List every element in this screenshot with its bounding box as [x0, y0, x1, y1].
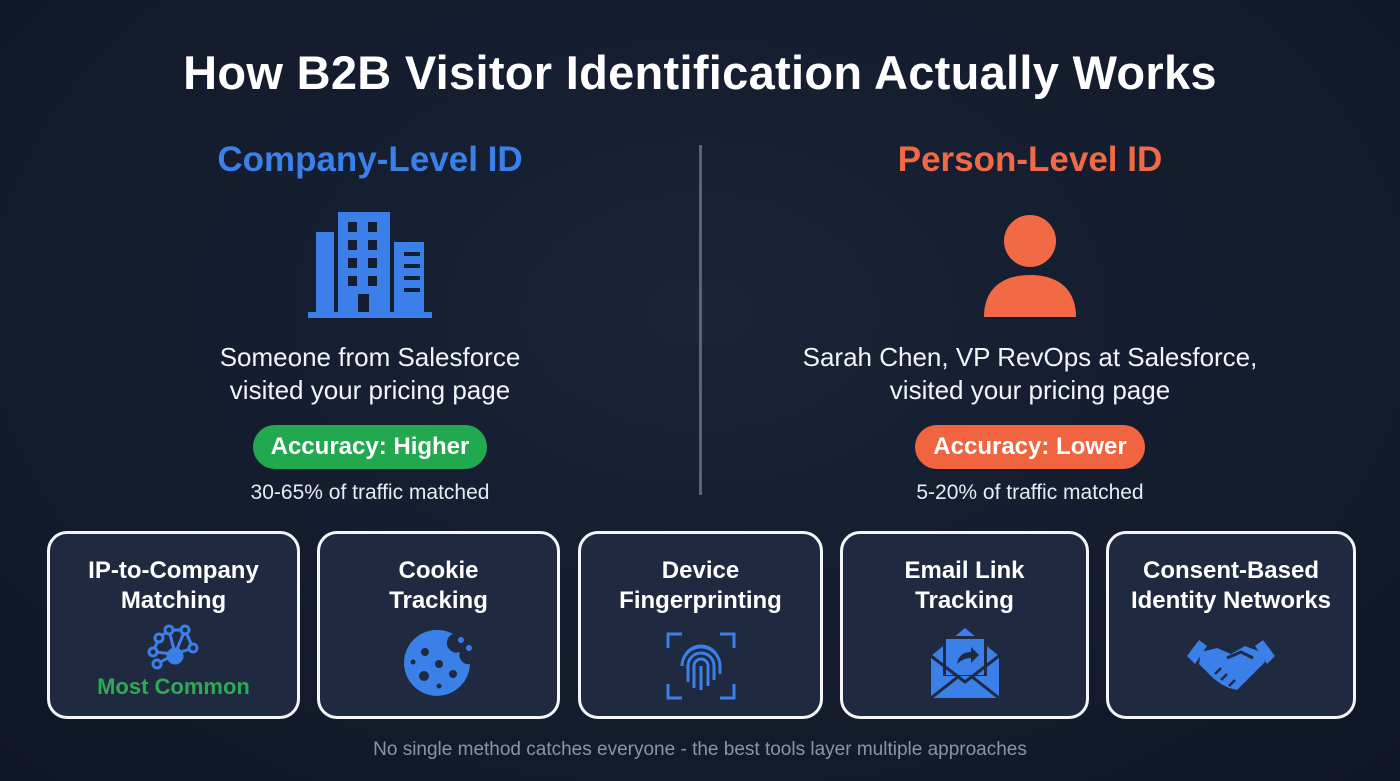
accuracy-badge: Accuracy: Higher [252, 425, 488, 469]
email-icon [843, 628, 1086, 698]
card-label: Consent-Based [1142, 557, 1320, 584]
company-level-column: Company-Level ID Someone from Salesforce… [90, 140, 650, 505]
method-card-ip-to-company: IP-to-Company Matching Most Common [47, 531, 300, 719]
card-label: Tracking [389, 587, 488, 614]
accuracy-badge: Accuracy: Lower [915, 425, 1145, 469]
method-card-consent-identity-networks: Consent-Based Identity Networks [1106, 531, 1356, 719]
method-card-cookie: Cookie Tracking [317, 531, 560, 719]
column-divider [699, 145, 702, 495]
card-label: Tracking [915, 587, 1014, 614]
fingerprint-icon [581, 632, 820, 700]
match-rate: 30-65% of traffic matched [250, 481, 490, 504]
card-label: IP-to-Company [88, 557, 259, 584]
match-rate: 5-20% of traffic matched [916, 481, 1144, 504]
card-label: Email Link [904, 557, 1025, 584]
company-heading: Company-Level ID [217, 140, 523, 179]
card-label: Matching [120, 587, 227, 614]
method-card-email-link: Email Link Tracking [840, 531, 1089, 719]
most-common-label: Most Common [97, 674, 250, 699]
card-label: Identity Networks [1130, 587, 1332, 614]
person-description: Sarah Chen, VP RevOps at Salesforce, vis… [750, 341, 1310, 407]
card-label: Device [661, 557, 740, 584]
person-level-column: Person-Level ID Sarah Chen, VP RevOps at… [750, 140, 1310, 505]
card-label: Cookie [398, 557, 479, 584]
person-heading: Person-Level ID [897, 140, 1163, 179]
footer-note: No single method catches everyone - the … [373, 739, 1027, 760]
description-line: Someone from Salesforce [219, 342, 521, 372]
handshake-icon [1109, 634, 1353, 692]
description-line: Sarah Chen, VP RevOps at Salesforce, [802, 342, 1258, 372]
page-title: How B2B Visitor Identification Actually … [183, 46, 1217, 99]
method-card-device-fingerprinting: Device Fingerprinting [578, 531, 823, 719]
building-icon [90, 202, 650, 327]
description-line: visited your pricing page [889, 375, 1171, 405]
person-icon [750, 202, 1310, 327]
network-icon [50, 624, 297, 672]
description-line: visited your pricing page [229, 375, 511, 405]
card-label: Fingerprinting [619, 587, 782, 614]
company-description: Someone from Salesforce visited your pri… [90, 341, 650, 407]
cookie-icon [320, 630, 557, 700]
